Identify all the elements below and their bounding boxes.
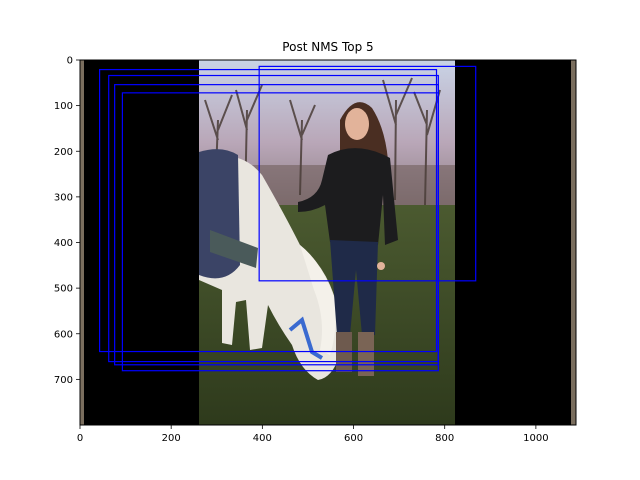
detection-box-2 [99,68,438,353]
girl-boot-right [358,332,374,376]
x-tick-label: 600 [344,433,363,444]
x-axis: 0 200 400 600 800 1000 [77,425,549,444]
y-tick-label: 100 [54,101,73,112]
padding-right [455,60,571,425]
x-tick-label: 400 [253,433,272,444]
y-tick-label: 600 [54,329,73,340]
x-tick-label: 0 [77,433,83,444]
y-tick-label: 0 [67,56,73,67]
frame-strip-left [80,60,84,425]
pony [199,149,342,380]
detection-box-5 [121,92,439,372]
detection-box-1 [258,65,477,282]
image-plot: 0 200 400 600 800 1000 0 100 200 300 400 500 600 700 [54,56,577,444]
girl-jacket [298,148,398,245]
y-tick-label: 200 [54,147,73,158]
girl-jeans [330,240,378,335]
y-tick-label: 500 [54,284,73,295]
pony-blanket-strap [210,230,258,268]
girl-hand [377,262,385,270]
y-tick-label: 300 [54,192,73,203]
pony-halter [288,316,324,360]
frame-strip-right [571,60,576,425]
girl-face [345,108,369,140]
x-tick-label: 1000 [523,433,548,444]
pony-mane [300,245,336,355]
detection-boxes [99,65,477,372]
y-tick-label: 700 [54,375,73,386]
x-tick-label: 800 [435,433,454,444]
x-tick-label: 200 [162,433,181,444]
chart-title: Post NMS Top 5 [282,40,373,54]
padding-left [84,60,199,425]
y-axis: 0 100 200 300 400 500 600 700 [54,56,80,386]
y-tick-label: 400 [54,238,73,249]
